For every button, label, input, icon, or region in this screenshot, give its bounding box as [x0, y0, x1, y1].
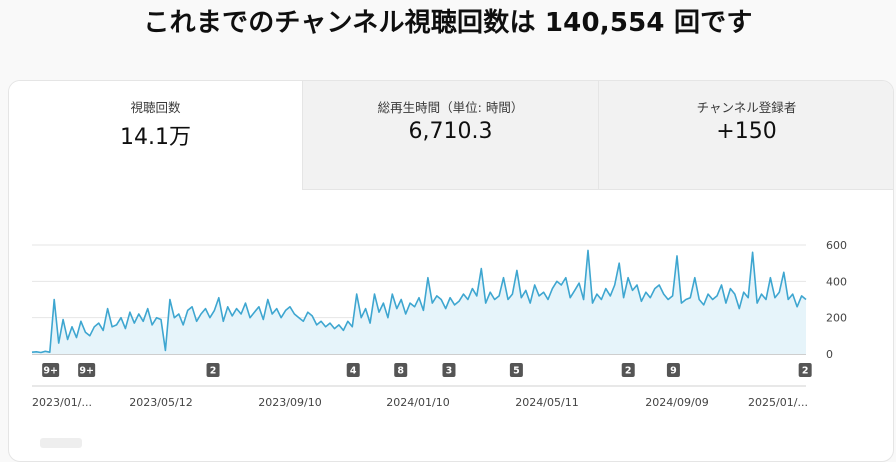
event-badge: [78, 363, 96, 377]
views-chart: 600 400 200 0 9+ 9+ 2 4 8 3 5 2 9 2 2023/01/... 2023/05…: [31, 239, 847, 409]
tabs-divider: [302, 189, 893, 190]
event-badge: [621, 363, 635, 377]
event-badge: [666, 363, 680, 377]
tab-subscribers-value: +150: [716, 119, 777, 144]
x-tick-label: 2023/09/10: [258, 396, 321, 409]
event-badge: [206, 363, 220, 377]
series-area: [32, 250, 806, 354]
legend-stub: [40, 438, 82, 448]
x-tick-label: 2024/01/10: [386, 396, 449, 409]
event-badge: [798, 363, 812, 377]
tab-views[interactable]: 視聴回数 14.1万: [9, 81, 302, 189]
page-headline: これまでのチャンネル視聴回数は 140,554 回です: [143, 8, 753, 38]
tab-watch-time-label: 総再生時間（単位: 時間）: [377, 100, 524, 115]
event-badge-label: 9: [670, 366, 677, 377]
event-badge-label: 5: [513, 366, 520, 377]
tab-subscribers[interactable]: チャンネル登録者 +150: [598, 81, 893, 189]
metric-tabs: 視聴回数 14.1万 総再生時間（単位: 時間） 6,710.3 チャンネル登録…: [9, 81, 893, 189]
event-badge: [442, 363, 456, 377]
event-badge-label: 9+: [79, 366, 94, 377]
tab-watch-time[interactable]: 総再生時間（単位: 時間） 6,710.3: [302, 81, 598, 189]
event-badge-label: 2: [210, 366, 217, 377]
tab-views-value: 14.1万: [120, 125, 191, 150]
tab-subscribers-label: チャンネル登録者: [696, 100, 797, 115]
event-badge: [346, 363, 360, 377]
x-tick-label: 2024/05/11: [515, 396, 578, 409]
event-badge-label: 9+: [43, 366, 58, 377]
x-tick-label: 2023/05/12: [129, 396, 192, 409]
event-badge-label: 2: [802, 366, 809, 377]
tab-watch-time-value: 6,710.3: [408, 119, 493, 144]
x-tick-label: 2025/01/...: [748, 396, 808, 409]
y-tick-label: 400: [826, 275, 847, 288]
y-tick-label: 200: [826, 312, 847, 325]
y-tick-label: 0: [826, 348, 833, 361]
event-badge-label: 2: [625, 366, 632, 377]
event-badge: [42, 363, 60, 377]
event-badge: [394, 363, 408, 377]
x-tick-label: 2023/01/...: [32, 396, 92, 409]
event-badge-label: 8: [397, 366, 404, 377]
x-tick-label: 2024/09/09: [645, 396, 708, 409]
y-tick-label: 600: [826, 239, 847, 252]
analytics-card: 視聴回数 14.1万 総再生時間（単位: 時間） 6,710.3 チャンネル登録…: [8, 80, 894, 462]
event-badge-label: 3: [446, 366, 453, 377]
tab-views-label: 視聴回数: [130, 100, 181, 115]
event-badge-label: 4: [350, 366, 357, 377]
series-line: [31, 249, 807, 354]
event-badge: [509, 363, 523, 377]
